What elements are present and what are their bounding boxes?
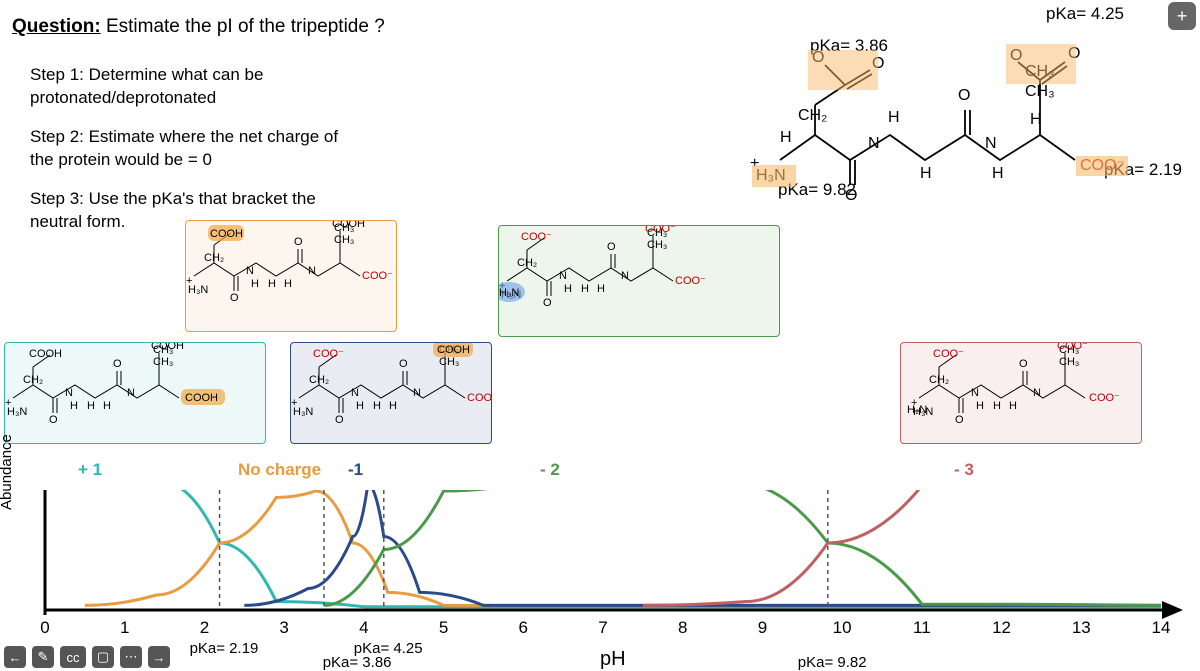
svg-text:CH₂: CH₂ bbox=[798, 107, 827, 124]
svg-text:COOH: COOH bbox=[151, 343, 184, 352]
svg-text:COO⁻: COO⁻ bbox=[675, 275, 706, 287]
pka-glu: pKa= 4.25 bbox=[1046, 4, 1124, 24]
svg-text:COOH: COOH bbox=[185, 392, 218, 404]
svg-text:COO⁻: COO⁻ bbox=[362, 270, 393, 282]
svg-text:COO⁻: COO⁻ bbox=[467, 392, 491, 404]
svg-text:COOH: COOH bbox=[210, 228, 243, 240]
more-icon: ⋯ bbox=[120, 646, 142, 668]
step-2: Step 2: Estimate where the net charge of… bbox=[30, 126, 340, 172]
svg-text:H: H bbox=[780, 129, 792, 146]
pka-mark: pKa= 2.19 bbox=[190, 640, 259, 657]
svg-text:H₃N: H₃N bbox=[499, 287, 519, 299]
cc-icon: cc bbox=[60, 646, 86, 668]
svg-text:COO⁻: COO⁻ bbox=[645, 226, 676, 235]
charge-orange: No charge bbox=[238, 460, 321, 480]
cam-icon: ▢ bbox=[92, 646, 114, 668]
svg-text:O: O bbox=[845, 187, 857, 204]
svg-text:H: H bbox=[992, 165, 1004, 182]
question-line: Question: Estimate the pI of the tripept… bbox=[12, 16, 385, 38]
pka-mark: pKa= 9.82 bbox=[798, 654, 867, 671]
share-icon[interactable]: + bbox=[1168, 2, 1196, 30]
svg-text:H: H bbox=[920, 165, 932, 182]
svg-text:CH₃: CH₃ bbox=[1025, 83, 1055, 100]
svg-text:COO⁻: COO⁻ bbox=[933, 348, 964, 360]
charge-teal: + 1 bbox=[78, 460, 102, 480]
form-minus1: COO⁻ COOH COO⁻ bbox=[290, 342, 492, 444]
svg-text:H₂N: H₂N bbox=[907, 404, 927, 416]
svg-text:COO⁻: COO⁻ bbox=[1057, 343, 1088, 352]
svg-text:N: N bbox=[985, 135, 997, 152]
pka-mark: pKa= 4.25 bbox=[354, 640, 423, 657]
step-1: Step 1: Determine what can be protonated… bbox=[30, 64, 340, 110]
bottom-nav[interactable]: ← ✎ cc ▢ ⋯ → bbox=[4, 646, 170, 668]
form-minus2: COO⁻ COO⁻ COO⁻ H₃N bbox=[498, 225, 780, 337]
charge-red: - 3 bbox=[954, 460, 974, 480]
abundance-chart bbox=[0, 490, 1200, 670]
ph-label: pH bbox=[600, 648, 626, 671]
svg-text:COOH: COOH bbox=[29, 348, 62, 360]
charge-green: - 2 bbox=[540, 460, 560, 480]
svg-text:H: H bbox=[1030, 111, 1042, 128]
tripeptide-structure: + H₃N H H H H H OO OO COO⁻ O O N N CH₂ C… bbox=[750, 40, 1170, 205]
back-icon: ← bbox=[4, 646, 26, 668]
svg-text:COO⁻: COO⁻ bbox=[313, 348, 344, 360]
form-plus1: COOH COOH COOH bbox=[4, 342, 266, 444]
svg-text:COOH: COOH bbox=[437, 344, 470, 356]
svg-text:O: O bbox=[958, 87, 970, 104]
form-no-charge: COOH COOH COO⁻ bbox=[185, 220, 397, 332]
svg-text:COO⁻: COO⁻ bbox=[521, 231, 552, 243]
svg-text:COOH: COOH bbox=[332, 221, 365, 230]
charge-navy: -1 bbox=[348, 460, 363, 480]
form-minus3: COO⁻ COO⁻ COO⁻ H₂N bbox=[900, 342, 1142, 444]
svg-text:COO⁻: COO⁻ bbox=[1089, 392, 1120, 404]
svg-text:N: N bbox=[868, 135, 880, 152]
edit-icon: ✎ bbox=[32, 646, 54, 668]
svg-text:H: H bbox=[888, 109, 900, 126]
next-icon: → bbox=[148, 646, 170, 668]
